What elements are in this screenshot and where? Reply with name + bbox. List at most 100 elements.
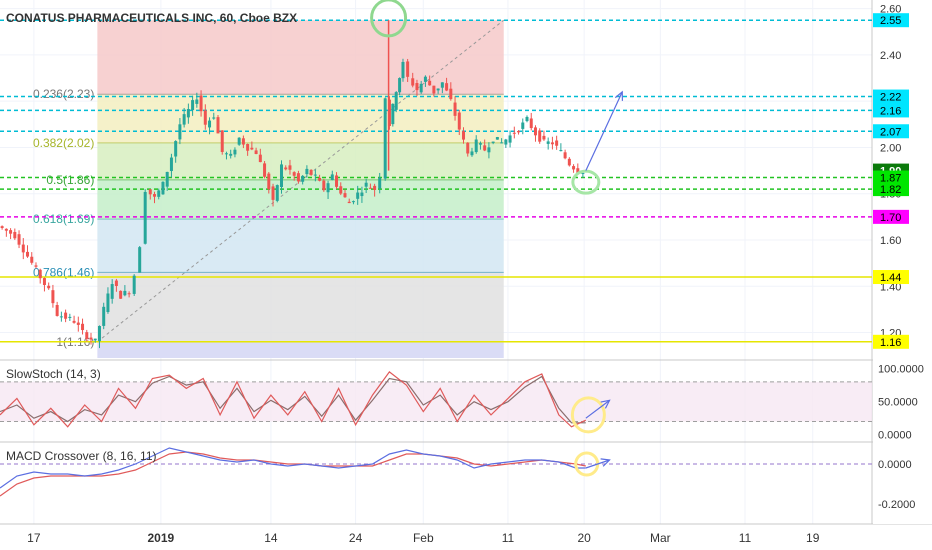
candle-body bbox=[309, 169, 313, 175]
candle-body bbox=[378, 177, 382, 189]
horizontal-levels[interactable] bbox=[0, 19, 872, 343]
candle-body bbox=[330, 174, 334, 180]
candle-body bbox=[275, 185, 279, 201]
candle-body bbox=[368, 187, 372, 189]
fibonacci-retracement[interactable]: 0.236(2.23) 0.382(2.02) 0.5(1.86) 0.618(1.6… bbox=[33, 19, 505, 358]
candle-body bbox=[119, 290, 123, 299]
candle-body bbox=[415, 83, 419, 91]
fib-band bbox=[97, 94, 504, 143]
candle-body bbox=[305, 168, 309, 175]
candle-body bbox=[542, 135, 546, 140]
candle-body bbox=[89, 337, 93, 340]
price-level-badge-label: 1.16 bbox=[880, 337, 901, 349]
macd-line bbox=[0, 447, 586, 489]
candle-body bbox=[423, 76, 427, 82]
candle-body bbox=[391, 103, 395, 125]
drawings[interactable] bbox=[370, 0, 624, 195]
candle-body bbox=[165, 171, 169, 187]
candle-body bbox=[178, 124, 182, 140]
fib-band bbox=[97, 142, 504, 180]
candle-body bbox=[59, 316, 63, 318]
candle-body bbox=[406, 61, 410, 77]
price-level-badge-label: 1.87 bbox=[880, 173, 901, 185]
price-axis[interactable]: 1.201.401.601.802.002.202.402.602.552.22… bbox=[873, 0, 932, 524]
symbol-title[interactable]: CONATUS PHARMACEUTICALS INC, 60, Cboe BZ… bbox=[6, 11, 297, 25]
candle-body bbox=[504, 139, 508, 145]
time-tick-label: Mar bbox=[650, 531, 671, 545]
candle-body bbox=[318, 177, 322, 181]
candle-body bbox=[398, 78, 402, 93]
candle-body bbox=[21, 244, 25, 253]
candle-body bbox=[157, 190, 161, 197]
candle-body bbox=[195, 99, 199, 104]
trend-arrow bbox=[585, 399, 610, 419]
candle-body bbox=[301, 175, 305, 182]
candle-body bbox=[292, 172, 296, 176]
candle-body bbox=[474, 139, 478, 153]
candle-body bbox=[123, 290, 127, 296]
fib-band bbox=[97, 20, 504, 95]
candle-body bbox=[216, 117, 220, 134]
candle-body bbox=[97, 326, 101, 342]
candle-body bbox=[457, 112, 461, 130]
candle-body bbox=[394, 92, 398, 110]
stoch-tick-label: 100.0000 bbox=[878, 364, 924, 376]
candle-body bbox=[491, 141, 495, 143]
price-axis-bg bbox=[873, 0, 932, 524]
time-tick-label: 19 bbox=[806, 531, 820, 545]
price-level-badge-label: 1.44 bbox=[880, 272, 901, 284]
candle-body bbox=[34, 265, 38, 267]
candle-body bbox=[322, 180, 326, 191]
candle-body bbox=[343, 193, 347, 198]
candle-body bbox=[55, 304, 59, 316]
candle-body bbox=[581, 172, 585, 174]
price-level-badge-label: 2.55 bbox=[880, 15, 901, 27]
candle-body bbox=[212, 117, 216, 119]
candle-body bbox=[143, 191, 147, 244]
candle-body bbox=[246, 143, 250, 151]
price-level-badge-label: 1.82 bbox=[880, 184, 901, 196]
candle-body bbox=[347, 201, 351, 204]
price-level-badge bbox=[873, 334, 909, 349]
candle-body bbox=[419, 83, 423, 93]
fib-level-label: 0.5(1.86) bbox=[46, 173, 94, 187]
price-level-badge bbox=[873, 209, 909, 224]
candle-body bbox=[487, 147, 491, 153]
candle-body bbox=[401, 61, 405, 79]
fib-level-label: 0.236(2.23) bbox=[33, 87, 94, 101]
candle-body bbox=[466, 142, 470, 154]
candle-body bbox=[279, 164, 283, 188]
candle-body bbox=[440, 82, 444, 88]
price-tick-label: 2.00 bbox=[880, 142, 901, 154]
trend-arrow-head bbox=[600, 458, 611, 467]
candle-body bbox=[525, 116, 529, 122]
candle-body bbox=[445, 83, 449, 91]
macd-signal-line bbox=[0, 451, 586, 497]
candle-body bbox=[114, 280, 118, 287]
time-tick-label: 11 bbox=[502, 531, 515, 545]
candle-body bbox=[174, 141, 178, 157]
candle-body bbox=[233, 149, 237, 155]
candle-body bbox=[572, 166, 576, 170]
candle-body bbox=[26, 251, 30, 257]
macd-highlight-circle bbox=[574, 451, 600, 477]
candle-body bbox=[436, 88, 440, 91]
candle-body bbox=[546, 141, 550, 144]
price-level-badge bbox=[873, 270, 909, 285]
candle-body bbox=[203, 110, 207, 125]
candle-body bbox=[550, 142, 554, 145]
candle-body bbox=[335, 175, 339, 187]
candle-body bbox=[555, 140, 559, 146]
candle-body bbox=[387, 99, 391, 127]
price-level-badge bbox=[873, 13, 909, 28]
candle-body bbox=[512, 132, 516, 134]
candle-body bbox=[449, 88, 453, 100]
candle-body bbox=[153, 194, 157, 197]
candle-body bbox=[453, 102, 457, 116]
candle-body bbox=[432, 85, 436, 94]
time-axis[interactable]: 17 2019 14 24 Feb 11 20 Mar 11 19 bbox=[27, 531, 820, 545]
candle-body bbox=[9, 230, 13, 234]
candle-body bbox=[220, 130, 224, 152]
fib-trend-line bbox=[97, 19, 505, 343]
